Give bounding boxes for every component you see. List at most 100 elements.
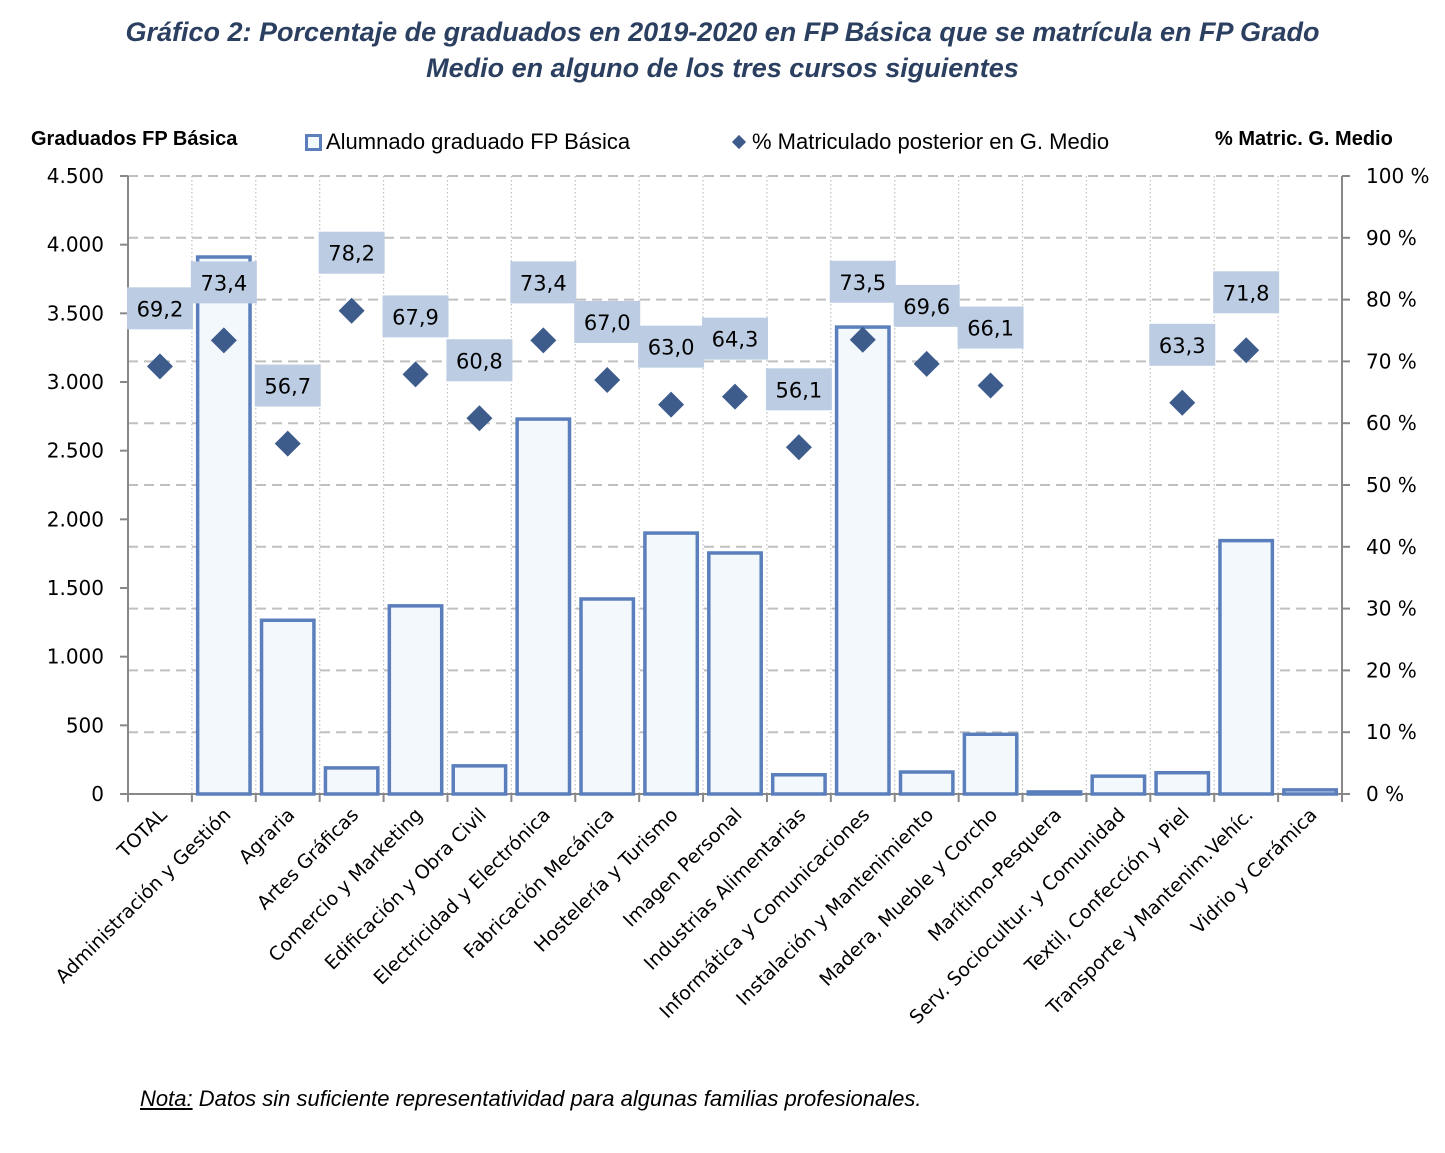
- data-label-box: [574, 300, 641, 343]
- footnote: Nota: Datos sin suficiente representativ…: [140, 1086, 921, 1112]
- data-label: 69,6: [903, 295, 950, 319]
- right-axis-tick-label: 100 %: [1366, 164, 1430, 188]
- left-axis-tick-label: 4.000: [47, 233, 104, 257]
- chart-title: Gráfico 2: Porcentaje de graduados en 20…: [0, 14, 1445, 86]
- data-label-box: [254, 364, 321, 407]
- data-point-diamond: [466, 405, 493, 432]
- x-axis-category-label: TOTAL: [113, 804, 172, 863]
- data-label: 69,2: [137, 297, 184, 321]
- data-label-box: [1149, 323, 1216, 366]
- right-axis-tick-label: 90 %: [1366, 226, 1417, 250]
- legend-item-diamonds: % Matriculado posterior en G. Medio: [730, 129, 1109, 155]
- data-point-diamond: [338, 297, 365, 324]
- data-label: 64,3: [712, 328, 759, 352]
- data-label-box: [318, 231, 385, 274]
- right-axis-title: % Matric. G. Medio: [1215, 128, 1393, 150]
- data-label: 56,1: [776, 378, 823, 402]
- data-label-box: [190, 261, 257, 304]
- bar: [451, 764, 508, 796]
- bar: [387, 604, 444, 796]
- right-axis-tick-label: 10 %: [1366, 720, 1417, 744]
- right-axis-tick-label: 70 %: [1366, 349, 1417, 373]
- data-point-diamond: [274, 430, 301, 457]
- bar: [1154, 770, 1211, 796]
- legend-item-bars: Alumnado graduado FP Básica: [305, 129, 630, 155]
- x-axis-category-label: Imagen Personal: [619, 804, 747, 932]
- data-point-diamond: [658, 391, 685, 418]
- data-point-diamond: [594, 366, 621, 393]
- right-axis-tick-label: 50 %: [1366, 473, 1417, 497]
- data-label-box: [382, 295, 449, 338]
- legend-label-bars: Alumnado graduado FP Básica: [326, 129, 631, 154]
- data-point-diamond: [977, 372, 1004, 399]
- data-point-diamond: [146, 353, 173, 380]
- bar: [643, 531, 700, 796]
- left-axis-tick-label: 1.000: [47, 645, 104, 669]
- data-point-diamond: [1169, 389, 1196, 416]
- data-label: 78,2: [328, 242, 375, 266]
- chart-title-line-1: Gráfico 2: Porcentaje de graduados en 20…: [125, 17, 1320, 47]
- left-axis-tick-label: 4.500: [47, 164, 104, 188]
- data-point-diamond: [530, 327, 557, 354]
- left-axis-tick-label: 0: [91, 782, 104, 806]
- right-axis-tick-label: 30 %: [1366, 597, 1417, 621]
- left-axis-tick-label: 500: [66, 713, 104, 737]
- bar: [515, 417, 572, 796]
- left-axis-title: Graduados FP Básica: [31, 128, 238, 150]
- left-axis-tick-label: 2.500: [47, 439, 104, 463]
- data-label-box: [638, 325, 705, 368]
- data-label-box: [126, 287, 193, 330]
- data-label-box: [702, 317, 768, 360]
- data-label-box: [829, 260, 896, 303]
- bar: [1090, 774, 1147, 796]
- data-point-diamond: [210, 327, 237, 354]
- footnote-label: Nota:: [140, 1086, 193, 1111]
- bar: [1282, 788, 1338, 796]
- bar: [770, 773, 827, 796]
- bar: [1026, 790, 1083, 796]
- bar: [707, 551, 763, 796]
- legend-bar-swatch-icon: [305, 133, 322, 151]
- right-axis-tick-label: 60 %: [1366, 411, 1417, 435]
- right-axis-tick-label: 20 %: [1366, 658, 1417, 682]
- data-label: 56,7: [264, 375, 311, 399]
- data-label: 66,1: [967, 317, 1014, 341]
- data-point-diamond: [785, 434, 812, 461]
- legend-label-diamonds: % Matriculado posterior en G. Medio: [752, 129, 1110, 154]
- left-axis-tick-label: 3.500: [47, 301, 104, 325]
- data-label-box: [957, 306, 1024, 349]
- bar: [323, 766, 380, 796]
- right-axis-tick-label: 80 %: [1366, 288, 1417, 312]
- bar: [962, 732, 1019, 796]
- data-label: 71,8: [1223, 281, 1270, 305]
- data-label: 73,5: [839, 271, 886, 295]
- data-label-box: [446, 339, 513, 382]
- footnote-text: Datos sin suficiente representatividad p…: [192, 1086, 922, 1111]
- chart-title-line-2: Medio en alguno de los tres cursos sigui…: [426, 53, 1019, 83]
- data-label: 60,8: [456, 349, 503, 373]
- data-label: 63,0: [648, 336, 695, 360]
- data-label: 63,3: [1159, 334, 1206, 358]
- bar: [898, 770, 955, 796]
- data-point-diamond: [722, 383, 748, 410]
- bar: [1218, 538, 1275, 796]
- data-label-box: [893, 284, 960, 327]
- data-label: 73,4: [200, 271, 247, 295]
- data-point-diamond: [402, 361, 429, 388]
- data-point-diamond: [1233, 337, 1260, 364]
- data-label-box: [1213, 271, 1280, 314]
- x-axis-category-label: Agraria: [235, 804, 300, 869]
- data-label: 67,0: [584, 311, 631, 335]
- data-label-box: [765, 368, 832, 411]
- left-axis-tick-label: 1.500: [47, 576, 104, 600]
- data-point-diamond: [913, 350, 940, 377]
- data-label: 67,9: [392, 305, 439, 329]
- right-axis-tick-label: 40 %: [1366, 535, 1417, 559]
- bar: [834, 325, 891, 796]
- data-label-box: [510, 261, 577, 304]
- x-axis-category-label: Vidrio y Cerámica: [1187, 804, 1322, 939]
- data-point-diamond: [849, 326, 876, 353]
- left-axis-tick-label: 3.000: [47, 370, 104, 394]
- right-axis-tick-label: 0 %: [1366, 782, 1404, 806]
- data-label: 73,4: [520, 271, 567, 295]
